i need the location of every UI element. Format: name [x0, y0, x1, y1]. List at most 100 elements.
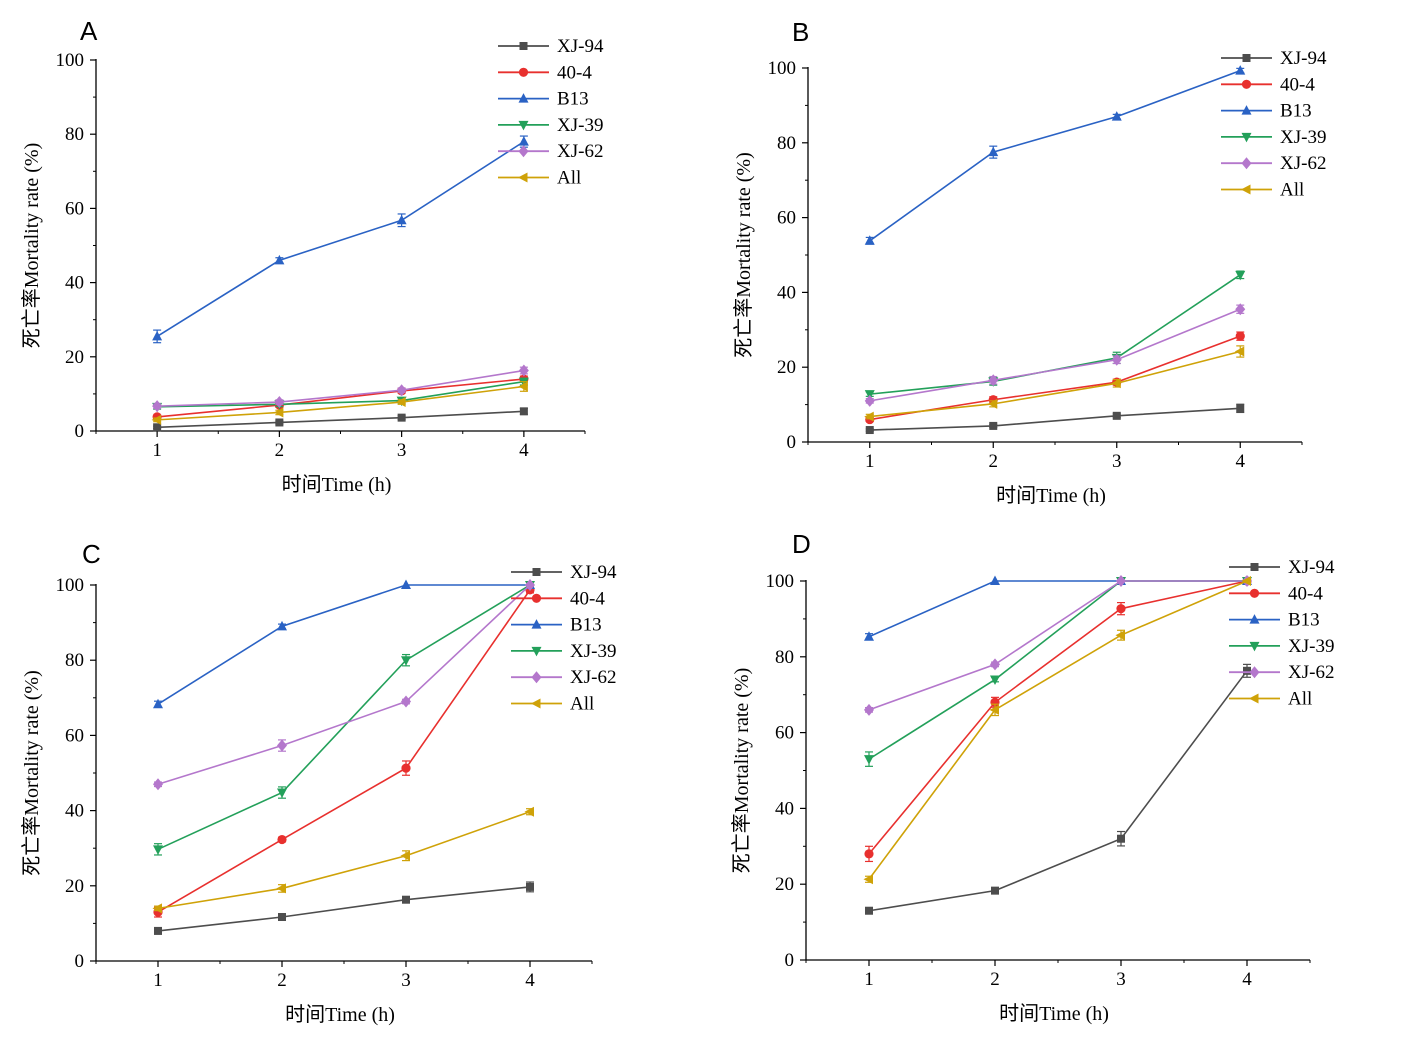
legend-label: XJ-94 — [1280, 48, 1327, 69]
data-point — [152, 903, 162, 914]
x-tick-label: 4 — [525, 970, 535, 991]
series-all — [864, 345, 1245, 422]
panel-letter: D — [792, 529, 811, 559]
data-point — [401, 695, 411, 708]
legend-marker — [1242, 54, 1251, 62]
y-tick-label: 20 — [775, 874, 794, 895]
legend-marker — [1250, 563, 1259, 571]
x-tick-label: 2 — [989, 451, 999, 472]
data-point — [864, 631, 874, 641]
x-tick-label: 3 — [1112, 451, 1122, 472]
data-point — [1243, 666, 1251, 675]
series-xj-39 — [864, 270, 1246, 400]
legend-marker — [531, 619, 542, 629]
chart-panel-c: C 0 20 40 60 80 100 1 2 3 4 时间Time (h) 死亡率Mortality … — [20, 539, 617, 1026]
x-axis-title: 时间Time (h) — [282, 473, 392, 496]
legend-marker — [1241, 132, 1252, 143]
data-point — [278, 913, 286, 922]
data-point — [274, 254, 285, 265]
series-xj-62 — [864, 303, 1246, 407]
y-tick-label: 60 — [775, 723, 794, 744]
series-40-4 — [864, 576, 1252, 863]
data-point — [153, 845, 163, 855]
legend: XJ-94 40-4 B13 XJ-39 XJ-62 All — [1221, 48, 1327, 201]
series-line — [869, 308, 1241, 402]
data-point — [518, 381, 528, 392]
legend-label: All — [570, 694, 594, 715]
chart-panel-b: B 0 20 40 60 80 100 1 2 3 4 时间Time (h) 死亡率Mortality … — [732, 17, 1327, 507]
data-point — [153, 423, 162, 432]
series-xj-94 — [865, 663, 1251, 915]
data-point — [1234, 346, 1245, 357]
legend-marker — [1241, 105, 1252, 115]
legend: XJ-94 40-4 B13 XJ-39 XJ-62 All — [511, 562, 617, 715]
y-tick-label: 100 — [56, 50, 85, 71]
data-point — [864, 849, 874, 859]
legend-marker — [518, 172, 528, 183]
data-point — [989, 704, 999, 715]
legend-label: B13 — [557, 89, 589, 110]
series-line — [157, 410, 524, 429]
series-line — [868, 580, 1247, 638]
legend-label: XJ-39 — [557, 115, 603, 136]
series-b13 — [153, 579, 535, 709]
legend-marker — [531, 698, 541, 709]
data-point — [152, 330, 163, 341]
data-point — [274, 396, 285, 409]
y-tick-label: 80 — [65, 124, 84, 145]
data-point — [864, 755, 874, 765]
x-tick-label: 4 — [1236, 451, 1246, 472]
data-point — [1111, 378, 1121, 389]
legend-marker — [1249, 641, 1260, 652]
legend-marker — [518, 93, 529, 103]
series-b13 — [152, 135, 529, 344]
y-axis-title: 死亡率Mortality rate (%) — [730, 668, 753, 874]
legend-marker — [1249, 588, 1260, 598]
y-tick-label: 40 — [65, 273, 84, 294]
series-xj-94 — [154, 881, 534, 935]
data-point — [1235, 65, 1246, 75]
data-point — [988, 146, 999, 157]
y-tick-label: 20 — [777, 357, 796, 378]
x-axis-title: 时间Time (h) — [996, 484, 1106, 507]
series-line — [157, 886, 531, 932]
data-point — [1235, 270, 1246, 281]
legend-label: 40-4 — [557, 62, 592, 83]
y-tick-label: 80 — [65, 650, 84, 671]
data-point — [864, 394, 875, 407]
series-all — [863, 576, 1251, 885]
data-point — [275, 418, 284, 427]
data-point — [277, 788, 287, 799]
data-point — [526, 882, 534, 891]
series-line — [157, 584, 531, 851]
legend-marker — [532, 568, 541, 576]
y-tick-label: 100 — [766, 571, 795, 592]
data-point — [989, 421, 998, 430]
y-tick-label: 20 — [65, 876, 84, 897]
series-line — [868, 580, 1248, 880]
legend-marker — [1241, 184, 1251, 195]
chart-panel-a: A 0 20 40 60 80 100 1 2 3 4 时间Time (h) 死亡率Mortality … — [20, 16, 604, 496]
x-axis-title: 时间Time (h) — [999, 1002, 1109, 1025]
y-tick-label: 100 — [56, 575, 85, 596]
data-point — [396, 214, 407, 225]
y-tick-label: 40 — [65, 801, 84, 822]
data-point — [277, 739, 287, 752]
legend-label: B13 — [1288, 610, 1320, 631]
legend-label: B13 — [1280, 101, 1312, 122]
y-tick-label: 60 — [65, 198, 84, 219]
legend-marker — [518, 67, 529, 77]
y-tick-label: 40 — [777, 282, 796, 303]
legend: XJ-94 40-4 B13 XJ-39 XJ-62 All — [498, 36, 604, 189]
data-point — [864, 703, 874, 716]
data-point — [990, 675, 1000, 686]
data-point — [988, 374, 999, 387]
x-tick-label: 1 — [864, 969, 874, 990]
legend-marker — [531, 646, 542, 657]
x-tick-label: 1 — [153, 970, 163, 991]
data-point — [990, 658, 1000, 671]
series-line — [157, 810, 531, 910]
legend-marker — [518, 120, 529, 131]
data-point — [153, 778, 163, 791]
